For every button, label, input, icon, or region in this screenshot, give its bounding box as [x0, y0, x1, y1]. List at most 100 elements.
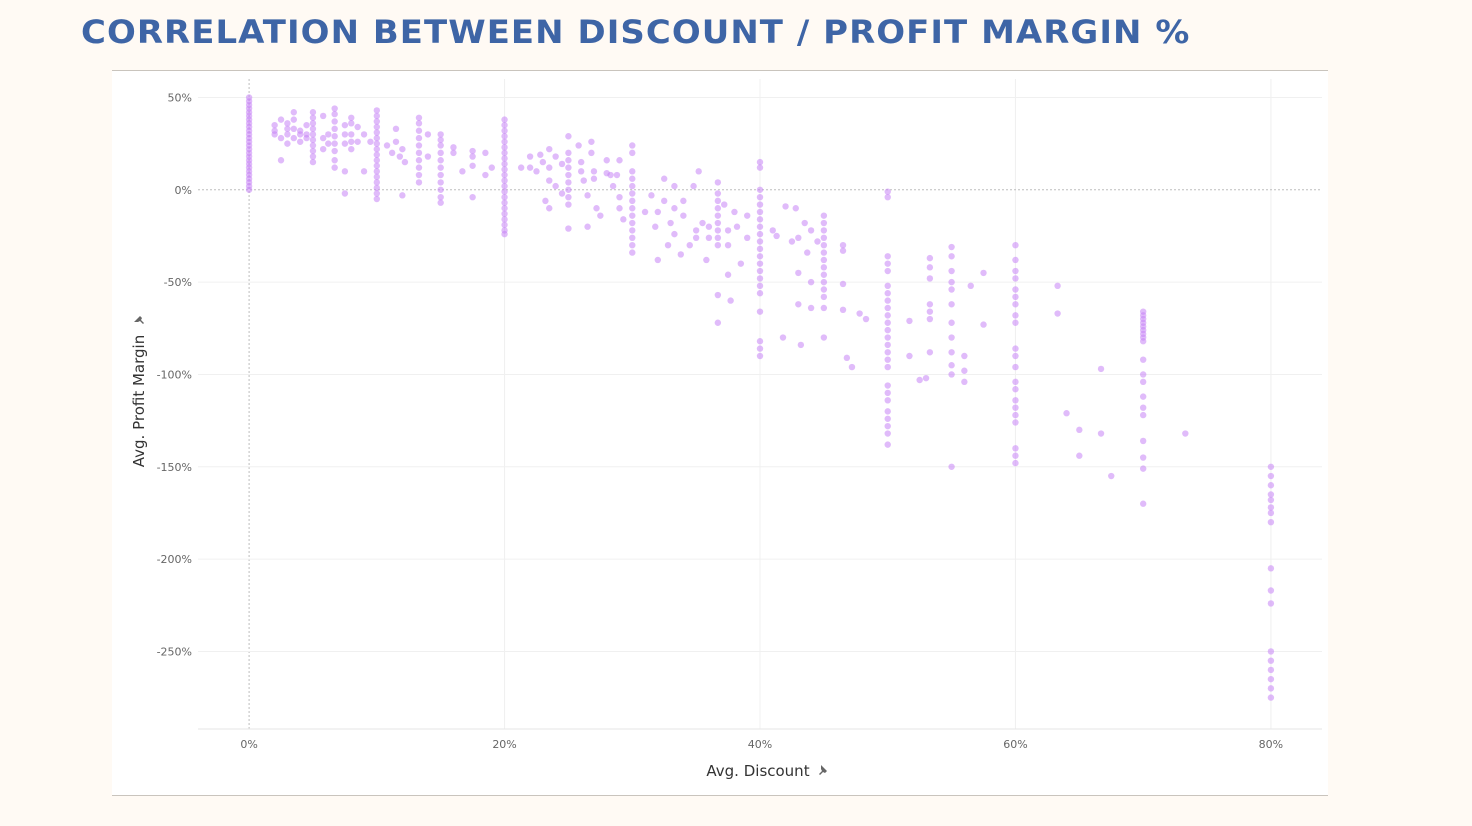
scatter-point	[309, 142, 317, 149]
scatter-point	[437, 131, 444, 138]
scatter-point	[714, 190, 722, 197]
scatter-point	[501, 127, 508, 134]
scatter-point	[1076, 452, 1083, 459]
scatter-point	[373, 123, 381, 131]
scatter-point	[325, 140, 332, 147]
scatter-point	[884, 260, 891, 267]
scatter-point	[537, 151, 544, 158]
scatter-point	[884, 349, 891, 356]
scatter-point	[884, 326, 891, 334]
scatter-point	[629, 149, 636, 157]
scatter-point	[501, 166, 508, 173]
scatter-point	[309, 120, 317, 127]
scatter-point	[1267, 472, 1275, 480]
scatter-point	[565, 164, 572, 171]
scatter-point	[284, 125, 291, 133]
scatter-point	[820, 264, 828, 271]
scatter-point	[756, 245, 764, 253]
scatter-point	[744, 212, 751, 219]
scatter-point	[277, 116, 285, 123]
scatter-point	[756, 260, 764, 267]
scatter-point	[714, 197, 722, 205]
scatter-point	[354, 123, 361, 131]
scatter-point	[437, 186, 444, 193]
scatter-point	[1139, 411, 1147, 419]
scatter-point	[792, 205, 799, 212]
scatter-point	[884, 389, 891, 397]
scatter-point	[705, 234, 713, 242]
scatter-point	[501, 144, 508, 151]
scatter-point	[629, 212, 636, 219]
scatter-point	[661, 197, 668, 205]
scatter-point	[856, 310, 863, 317]
scatter-point	[348, 145, 355, 153]
scatter-point	[1012, 363, 1019, 371]
scatter-point	[546, 145, 553, 153]
ticks-layer: 0% 20% 40% 60% 80% 50% 0% -50% -100% -150% -200% -2…	[157, 91, 1284, 751]
scatter-point	[450, 144, 457, 151]
scatter-point	[1267, 518, 1275, 526]
scatter-point	[469, 162, 476, 169]
x-axis-title: Avg. Discount	[706, 762, 809, 780]
scatter-point	[948, 371, 955, 378]
scatter-point	[501, 221, 508, 229]
scatter-point	[705, 223, 713, 230]
scatter-point	[373, 184, 381, 192]
scatter-point	[437, 199, 444, 206]
scatter-point	[906, 352, 913, 360]
scatter-point	[820, 271, 828, 278]
scatter-point	[383, 142, 391, 149]
scatter-point	[319, 112, 327, 120]
scatter-point	[341, 121, 349, 129]
scatter-point	[1267, 600, 1275, 607]
scatter-point	[354, 138, 361, 145]
scatter-point	[1139, 500, 1147, 507]
scatter-point	[961, 352, 968, 360]
scatter-point	[807, 278, 815, 286]
scatter-point	[552, 153, 559, 160]
scatter-point	[756, 164, 764, 171]
scatter-point	[773, 232, 780, 240]
scatter-point	[590, 175, 598, 182]
scatter-point	[839, 241, 847, 249]
scatter-point	[961, 367, 968, 374]
scatter-point	[1076, 426, 1083, 434]
scatter-point	[795, 301, 802, 308]
scatter-point	[331, 157, 338, 164]
scatter-point	[820, 304, 828, 312]
scatter-point	[1139, 338, 1147, 345]
scatter-point	[360, 131, 368, 138]
scatter-chart[interactable]: 0% 20% 40% 60% 80% 50% 0% -50% -100% -150% -200% -2…	[112, 71, 1328, 795]
scatter-point	[1012, 293, 1019, 301]
scatter-point	[565, 171, 572, 179]
scatter-point	[1012, 301, 1019, 308]
scatter-point	[1097, 430, 1105, 437]
scatter-point	[804, 249, 811, 256]
scatter-point	[542, 197, 549, 205]
scatter-point	[331, 105, 338, 112]
scatter-point	[756, 338, 764, 345]
y-axis-pin-icon[interactable]	[134, 316, 144, 324]
x-tick-label: 0%	[240, 738, 257, 751]
scatter-point	[1012, 411, 1019, 419]
y-tick-label: 0%	[175, 184, 192, 197]
scatter-point	[616, 193, 623, 201]
scatter-point	[296, 131, 304, 138]
scatter-point	[1063, 410, 1070, 417]
scatter-point	[341, 168, 349, 175]
scatter-point	[565, 179, 572, 186]
scatter-point	[690, 182, 697, 190]
scatter-point	[309, 109, 317, 116]
scatter-point	[884, 341, 891, 349]
scatter-point	[373, 168, 381, 175]
scatter-point	[437, 149, 444, 157]
scatter-point	[565, 157, 572, 164]
scatter-point	[820, 293, 828, 301]
scatter-point	[501, 160, 508, 168]
x-axis-pin-icon[interactable]	[819, 765, 827, 775]
scatter-point	[580, 177, 587, 184]
scatter-point	[692, 227, 700, 234]
y-tick-label: 50%	[168, 91, 192, 104]
scatter-point	[271, 121, 278, 129]
scatter-point	[373, 173, 381, 181]
